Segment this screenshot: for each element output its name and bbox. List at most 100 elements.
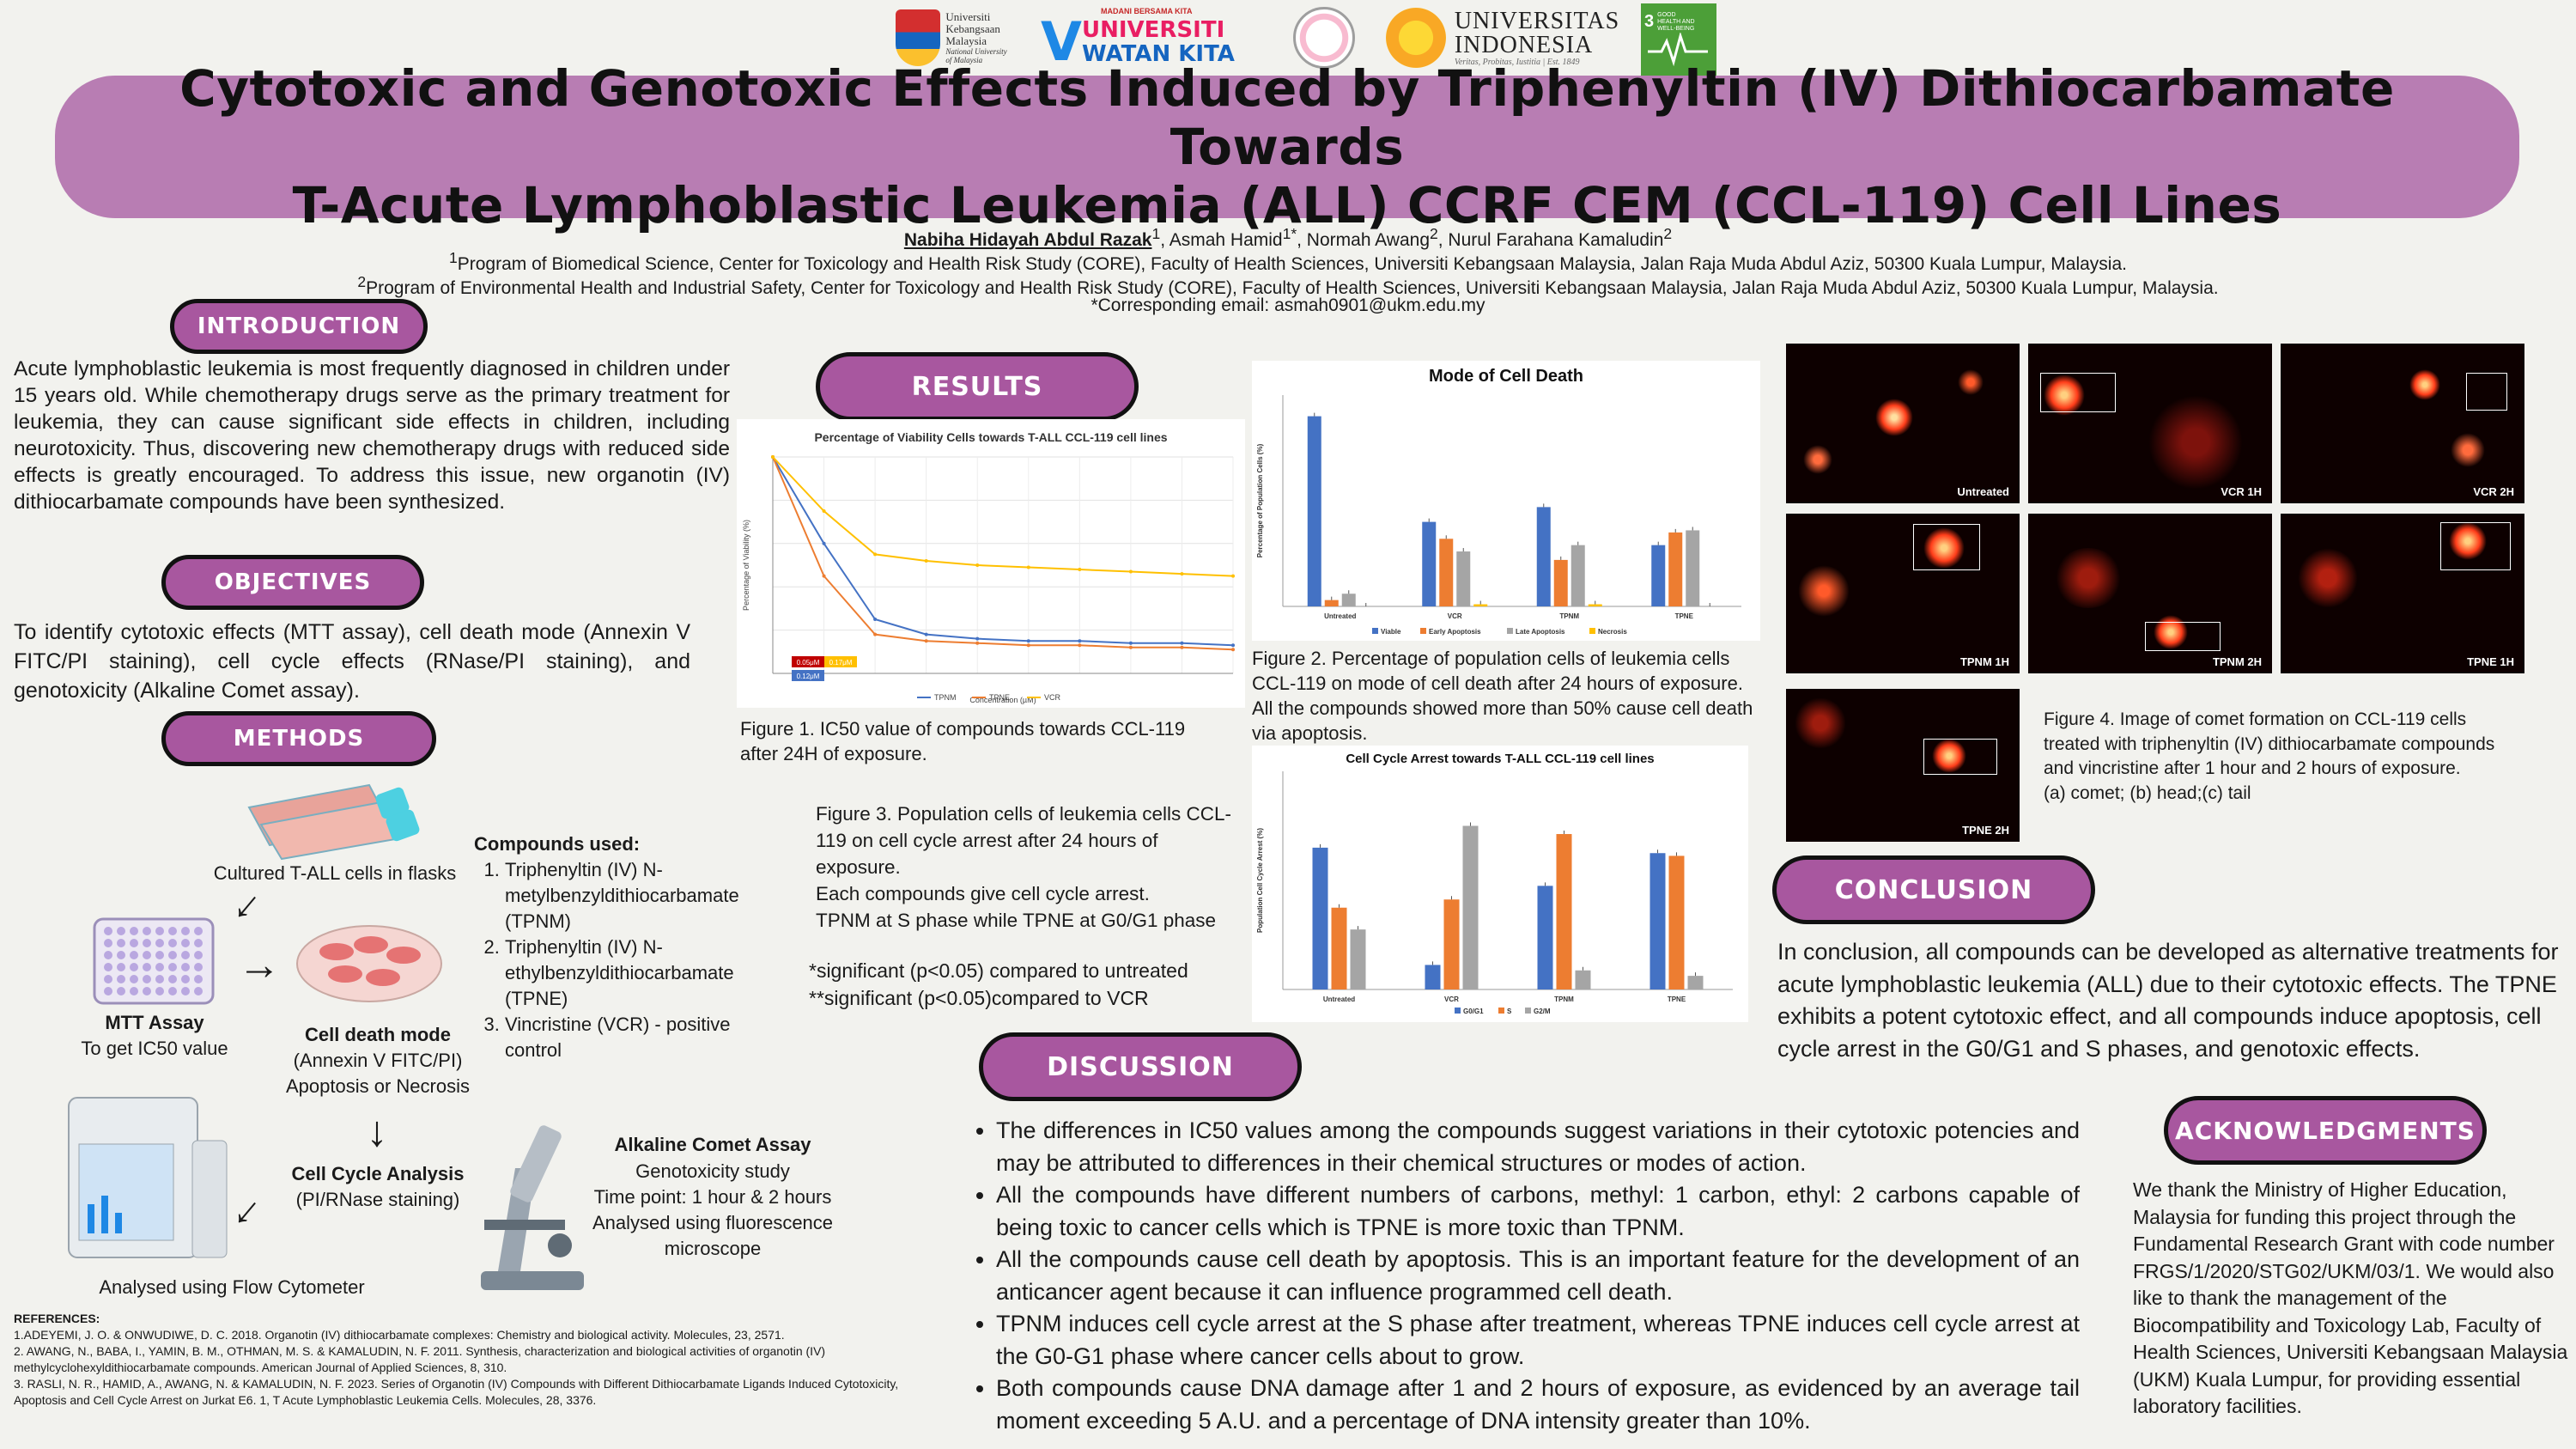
ukm-name-2: Kebangsaan: [945, 22, 1000, 35]
faculty-seal-logo: [1288, 3, 1360, 72]
data-point: [1078, 639, 1082, 643]
ic50-label: 0.05μM: [797, 659, 820, 667]
data-point: [1128, 569, 1133, 574]
compound-item: Triphenyltin (IV) N-ethylbenzyldithiocar…: [505, 935, 775, 1012]
wk-tagline: MADANI BERSAMA KITA: [1101, 7, 1193, 15]
data-point: [1231, 648, 1235, 652]
microscope-icon: [481, 1125, 584, 1290]
ic50-label: 0.12μM: [797, 673, 820, 680]
sdg-text: GOOD HEALTH AND WELL-BEING: [1657, 12, 1695, 32]
watan-kita-logo: MADANI BERSAMA KITA V UNIVERSITI WATAN K…: [1041, 3, 1266, 72]
fig4-text: Figure 4. Image of comet formation on CC…: [2044, 709, 2495, 778]
comet-assay-title: Alkaline Comet Assay: [614, 1134, 811, 1155]
author-4: , Nurul Farahana Kamaludin: [1437, 230, 1664, 250]
ui-logo: UNIVERSITAS INDONESIA Veritas, Probitas,…: [1384, 3, 1621, 72]
data-point: [873, 552, 878, 557]
data-point: [1078, 643, 1082, 648]
author-4-sup: 2: [1663, 225, 1673, 242]
legend-label: S: [1507, 1008, 1512, 1015]
well-dot: [155, 975, 164, 983]
down-arrow-2: ↓: [366, 1107, 388, 1155]
cell-cycle-chart: Cell Cycle Arrest towards T-ALL CCL-119 …: [1252, 746, 1748, 1022]
discussion-item: TPNM induces cell cycle arrest at the S …: [996, 1308, 2080, 1373]
legend-label: G0/G1: [1463, 1008, 1484, 1015]
bar: [1350, 929, 1366, 989]
cell-death-chart: Mode of Cell Death Percentage of Populati…: [1252, 361, 1760, 641]
bar: [1462, 825, 1479, 989]
data-point: [1078, 568, 1082, 572]
bar: [1686, 530, 1700, 606]
ukm-crest-icon: [896, 9, 941, 66]
comet-label: VCR 2H: [2473, 485, 2514, 498]
compound-item: Triphenyltin (IV) N-metylbenzyldithiocar…: [505, 857, 775, 935]
data-point: [924, 639, 928, 643]
well-dot: [130, 963, 138, 971]
aff1-sup: 1: [449, 249, 458, 266]
well-dot: [181, 939, 190, 947]
legend-label: G2/M: [1534, 1008, 1551, 1015]
legend-label: TPNE: [989, 693, 1010, 702]
y-axis-label: Percentage of Viability (%): [742, 520, 750, 611]
ui-line2: INDONESIA: [1454, 31, 1594, 58]
affiliation-1: 1Program of Biomedical Science, Center f…: [0, 246, 2576, 277]
well-dot: [168, 963, 177, 971]
bar: [1425, 965, 1441, 989]
comet-line4: microscope: [664, 1238, 762, 1259]
objectives-text: To identify cytotoxic effects (MTT assay…: [14, 620, 690, 703]
data-point: [1231, 643, 1235, 648]
bar: [1687, 976, 1704, 989]
comet-label: TPNE 1H: [2467, 655, 2514, 668]
flask-illustration: [247, 783, 420, 861]
bar: [1649, 853, 1666, 989]
data-point: [822, 541, 826, 545]
well-dot: [168, 987, 177, 995]
aff1-text: Program of Biomedical Science, Center fo…: [457, 254, 2127, 274]
affiliation-2: 2Program of Environmental Health and Ind…: [0, 270, 2576, 301]
chart-title: Cell Cycle Arrest towards T-ALL CCL-119 …: [1346, 752, 1654, 766]
cell-cycle-title: Cell Cycle Analysis: [291, 1163, 465, 1184]
legend-label: VCR: [1044, 693, 1061, 702]
well-dot: [117, 939, 125, 947]
well-dot: [155, 927, 164, 935]
comet-label: TPNM 2H: [2212, 655, 2262, 668]
legend-swatch: [1372, 628, 1378, 634]
introduction-heading: INTRODUCTION: [170, 299, 428, 354]
cell-death-title: Cell death mode: [305, 1024, 451, 1045]
mtt-assay-title: MTT Assay: [105, 1012, 204, 1033]
well-dot: [194, 987, 203, 995]
well-dot: [143, 963, 151, 971]
poster-title-line2: T-Acute Lymphoblastic Leukemia (ALL) CCR…: [292, 176, 2282, 234]
legend-label: Necrosis: [1598, 628, 1627, 636]
well-dot: [181, 963, 190, 971]
discussion-item: All the compounds have different numbers…: [996, 1179, 2080, 1244]
introduction-text: Acute lymphoblastic leukemia is most fre…: [14, 357, 730, 514]
bar: [1341, 594, 1356, 606]
comet-image-tpne-1h: TPNE 1H: [2281, 514, 2524, 673]
data-point: [1180, 641, 1184, 645]
well-dot: [143, 951, 151, 959]
data-point: [873, 632, 878, 636]
well-dot: [194, 927, 203, 935]
series-line-vcr: [772, 456, 1234, 577]
bar: [1536, 507, 1551, 606]
bar: [1443, 899, 1460, 989]
cultured-cells-label: Cultured T-ALL cells in flasks: [213, 862, 457, 884]
cell-cycle-sub: (PI/RNase staining): [295, 1189, 460, 1210]
cell-death-sub1: (Annexin V FITC/PI): [293, 1050, 463, 1071]
figure3-caption: Figure 3. Population cells of leukemia c…: [816, 801, 1245, 934]
well-plate-icon: [93, 917, 215, 1005]
results-heading: RESULTS: [816, 352, 1139, 421]
cell-death-sub2: Apoptosis or Necrosis: [286, 1075, 470, 1097]
comet-line3: Analysed using fluorescence: [592, 1212, 834, 1233]
viability-chart-svg: Percentage of Viability Cells towards T-…: [742, 430, 1235, 704]
seal-icon: [1293, 7, 1355, 69]
well-dot: [117, 987, 125, 995]
bar: [1668, 532, 1683, 606]
legend-label: Late Apoptosis: [1516, 628, 1565, 636]
figure1-caption: Figure 1. IC50 value of compounds toward…: [740, 718, 1186, 764]
comet-image-tpnm-2h: TPNM 2H: [2028, 514, 2272, 673]
sig-note-1: *significant (p<0.05) compared to untrea…: [809, 959, 1188, 982]
ukm-tagline-1: National University: [945, 47, 1007, 56]
data-point: [1128, 641, 1133, 645]
data-point: [873, 618, 878, 621]
